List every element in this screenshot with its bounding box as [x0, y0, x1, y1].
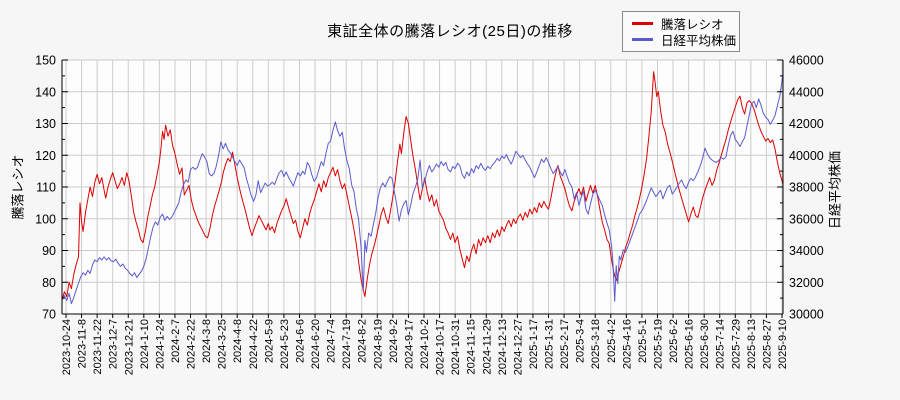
legend-item-nikkei: 日経平均株価 [623, 31, 739, 48]
x-axis-tick-label: 2024-11-29 [481, 319, 493, 374]
x-axis-tick-label: 2024-2-7 [170, 319, 182, 363]
x-axis-tick-label: 2024-12-27 [512, 319, 524, 375]
x-axis-tick-label: 2024-7-19 [341, 319, 353, 369]
x-axis-tick-label: 2025-6-30 [699, 319, 711, 369]
legend-label-ratio: 騰落レシオ [661, 17, 724, 32]
left-axis-tick-label: 80 [42, 276, 56, 290]
left-axis-tick-label: 100 [35, 212, 56, 226]
right-axis-tick-label: 40000 [789, 149, 824, 163]
right-axis-tick-label: 44000 [789, 85, 824, 99]
right-axis-tick-label: 30000 [789, 308, 824, 322]
x-axis-tick-label: 2025-1-31 [544, 319, 556, 369]
x-axis-tick-label: 2024-3-25 [217, 319, 229, 369]
x-axis-tick-label: 2025-2-17 [559, 319, 571, 369]
x-axis-tick-label: 2024-6-20 [310, 319, 322, 369]
left-axis-tick-label: 90 [42, 244, 56, 258]
x-axis-tick-label: 2024-1-10 [139, 319, 151, 369]
x-axis-tick-label: 2024-8-19 [372, 319, 384, 369]
x-axis-tick-label: 2024-9-2 [388, 319, 400, 363]
x-axis-tick-label: 2025-8-13 [746, 319, 758, 369]
chart-title: 東証全体の騰落レシオ(25日)の推移 [327, 23, 573, 40]
ratio-line [61, 71, 784, 300]
x-axis-tick-label: 2025-3-18 [590, 319, 602, 369]
x-axis-tick-label: 2025-7-29 [730, 319, 742, 369]
left-axis-tick-label: 120 [35, 149, 56, 163]
x-axis-tick-label: 2024-11-15 [466, 319, 478, 374]
right-axis-tick-label: 46000 [789, 54, 824, 68]
x-axis-tick-label: 2024-3-8 [201, 319, 213, 363]
x-axis-tick-label: 2025-5-19 [652, 319, 664, 369]
x-axis-tick-label: 2025-4-16 [621, 319, 633, 369]
x-axis-tick-label: 2025-3-4 [575, 319, 587, 363]
x-axis-tick-label: 2023-11-8 [77, 319, 89, 368]
x-axis-tick-label: 2025-6-16 [684, 319, 696, 369]
x-axis-tick-label: 2024-7-4 [326, 319, 338, 363]
right-axis-tick-label: 42000 [789, 117, 824, 131]
x-axis-tick-label: 2024-12-13 [497, 319, 509, 375]
x-axis-tick-label: 2024-5-23 [279, 319, 291, 369]
right-axis-tick-label: 32000 [789, 276, 824, 290]
x-axis-tick-label: 2025-4-2 [606, 319, 618, 363]
x-axis-tick-label: 2025-9-10 [777, 319, 789, 369]
left-axis-tick-label: 110 [36, 181, 56, 195]
x-axis-tick-label: 2025-6-2 [668, 319, 680, 363]
legend-label-nikkei: 日経平均株価 [661, 33, 737, 48]
left-axis-tick-label: 70 [42, 308, 56, 322]
ratio-line-swatch [632, 21, 653, 25]
x-axis-tick-label: 2025-8-27 [761, 319, 773, 369]
nikkei-line-swatch [632, 37, 653, 41]
x-axis-tick-label: 2025-7-14 [715, 319, 727, 369]
x-axis-tick-label: 2023-11-22 [92, 319, 104, 374]
right-axis-tick-label: 38000 [789, 181, 824, 195]
left-axis-tick-label: 130 [35, 117, 56, 131]
x-axis-tick-label: 2024-8-2 [357, 319, 369, 363]
right-axis-tick-label: 34000 [789, 244, 824, 258]
x-axis-tick-label: 2024-2-22 [186, 319, 198, 369]
x-axis-tick-label: 2024-1-24 [154, 319, 166, 369]
x-axis-tick-label: 2023-12-21 [123, 319, 135, 375]
nikkei-line [61, 75, 784, 305]
x-axis-tick-label: 2024-5-9 [263, 319, 275, 363]
x-axis-tick-label: 2025-5-1 [637, 319, 649, 363]
x-axis-tick-label: 2024-9-17 [403, 319, 415, 369]
left-axis-tick-label: 140 [35, 85, 56, 99]
left-axis-tick-label: 150 [35, 54, 56, 68]
right-axis-tick-label: 36000 [789, 212, 824, 226]
x-axis-tick-label: 2025-1-17 [528, 319, 540, 369]
x-axis-tick-label: 2023-10-24 [61, 319, 73, 375]
x-axis-tick-label: 2024-4-22 [248, 319, 260, 369]
legend-item-ratio: 騰落レシオ [623, 15, 739, 32]
x-axis-tick-label: 2024-10-17 [435, 319, 447, 375]
x-axis-tick-label: 2023-12-7 [108, 319, 120, 369]
legend: 騰落レシオ 日経平均株価 [622, 11, 740, 52]
x-axis-tick-label: 2024-10-31 [450, 319, 462, 375]
x-axis-tick-label: 2024-10-2 [419, 319, 431, 369]
x-axis-tick-label: 2024-6-6 [294, 319, 306, 363]
x-axis-tick-label: 2024-4-8 [232, 319, 244, 363]
